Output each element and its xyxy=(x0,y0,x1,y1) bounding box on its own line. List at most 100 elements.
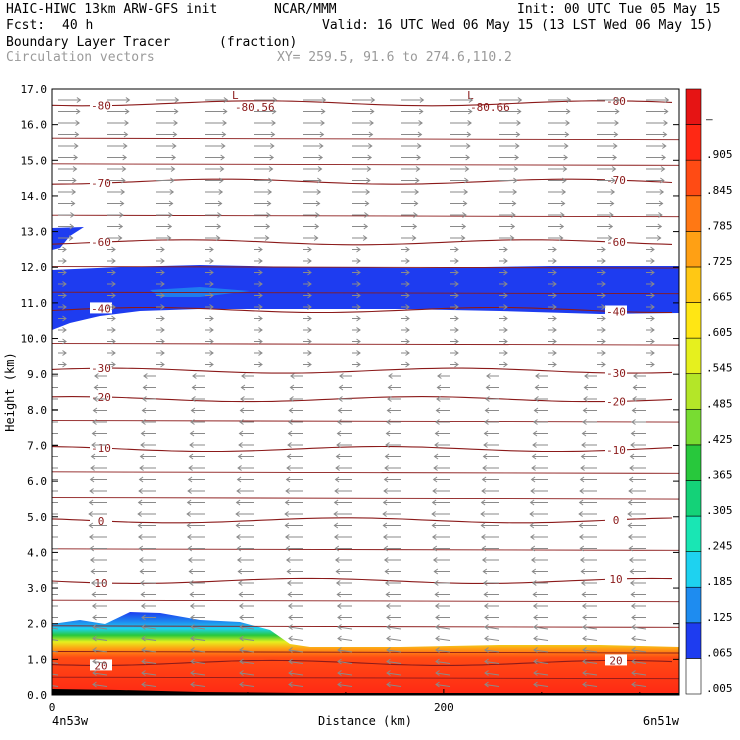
circulation-vector-head xyxy=(405,327,410,333)
circulation-vector-head xyxy=(258,315,263,322)
x-tick-label: 0 xyxy=(49,701,56,714)
circulation-vector xyxy=(52,639,59,641)
y-tick-label: 2.0 xyxy=(27,618,47,631)
circulation-vector xyxy=(582,638,598,641)
circulation-vector-head xyxy=(111,258,116,264)
circulation-vector-head xyxy=(286,465,291,471)
circulation-vector-head xyxy=(217,212,222,218)
colorbar-label: .905 xyxy=(706,148,733,161)
circulation-vector-head xyxy=(239,419,244,425)
circulation-vector-head xyxy=(658,212,663,218)
circulation-vector-head xyxy=(384,568,390,575)
circulation-vector-head xyxy=(138,476,144,483)
circulation-vector-head xyxy=(320,108,326,115)
circulation-vector xyxy=(52,627,59,630)
circulation-vector-head xyxy=(601,269,606,276)
circulation-vector-head xyxy=(484,658,489,665)
circulation-vector xyxy=(141,626,157,630)
circulation-vector xyxy=(337,661,353,664)
circulation-vector-head xyxy=(337,407,343,414)
circulation-vector-head xyxy=(307,281,312,287)
circulation-vector-head xyxy=(558,235,564,241)
circulation-vector-head xyxy=(119,200,125,207)
circulation-vector-head xyxy=(239,681,244,688)
temperature-contour xyxy=(52,239,673,246)
circulation-vector-head xyxy=(268,166,274,172)
circulation-vector-head xyxy=(417,143,422,149)
circulation-vector-head xyxy=(334,545,340,552)
circulation-vector-head xyxy=(433,580,439,586)
circulation-vector-head xyxy=(650,292,655,299)
circulation-vector-head xyxy=(209,246,214,253)
circulation-vector-head xyxy=(512,189,518,195)
circulation-vector-head xyxy=(45,385,49,390)
circulation-vector-head xyxy=(464,177,469,184)
contour-label-bg xyxy=(90,441,112,453)
circulation-vector xyxy=(52,685,59,687)
circulation-vector-head xyxy=(137,499,143,506)
circulation-vector-head xyxy=(433,465,438,471)
circulation-vector-head xyxy=(74,131,80,138)
org-label: NCAR/MMM xyxy=(274,2,337,17)
circulation-vector-head xyxy=(531,580,537,586)
circulation-vector-head xyxy=(41,489,45,494)
circulation-vector xyxy=(386,626,402,630)
circulation-vector xyxy=(631,626,647,630)
circulation-vector-head xyxy=(432,488,437,494)
circulation-vector-head xyxy=(88,511,93,517)
circulation-vector-head xyxy=(368,143,373,149)
contour-label-bg xyxy=(605,305,627,317)
circulation-vector-head xyxy=(288,670,293,676)
colorbar-swatch xyxy=(685,159,702,197)
circulation-vector-head xyxy=(321,97,327,103)
circulation-vector-head xyxy=(62,315,67,322)
temperature-contour xyxy=(52,137,679,141)
circulation-vector-head xyxy=(141,614,146,621)
circulation-vector-head xyxy=(615,97,621,103)
circulation-vector-head xyxy=(92,681,97,688)
contour-label: 20 xyxy=(609,654,622,667)
temperature-contour xyxy=(52,517,673,524)
low-symbol: L xyxy=(467,89,474,102)
circulation-vector-head xyxy=(337,614,342,621)
circulation-vector-head xyxy=(630,591,636,598)
circulation-vector-head xyxy=(462,212,467,218)
circulation-vector-head xyxy=(92,624,97,630)
circulation-vector-head xyxy=(418,120,423,126)
circulation-vector-head xyxy=(483,430,489,437)
circulation-vector-head xyxy=(650,327,655,333)
cross-section-endpoints: XY= 259.5, 91.6 to 274.6,110.2 xyxy=(277,50,512,65)
circulation-vector-head xyxy=(307,246,312,253)
contour-label: -80 xyxy=(91,100,111,113)
circulation-vector-head xyxy=(515,131,521,138)
circulation-vector-head xyxy=(186,522,192,529)
circulation-vector-head xyxy=(333,511,338,517)
circulation-vector-head xyxy=(433,568,439,575)
contour-label-bg xyxy=(605,513,627,525)
circulation-vector-head xyxy=(386,614,391,621)
circulation-vector-head xyxy=(44,648,48,653)
colorbar-swatch xyxy=(685,515,702,552)
circulation-vector-head xyxy=(405,258,410,264)
circulation-vector xyxy=(435,672,451,676)
circulation-vector-head xyxy=(315,200,321,207)
circulation-vector-head xyxy=(190,670,195,676)
contour-label-bg xyxy=(605,395,627,407)
circulation-vector-head xyxy=(387,396,392,402)
circulation-vector-head xyxy=(383,488,388,494)
circulation-vector xyxy=(533,661,549,664)
circulation-vector-head xyxy=(601,281,606,287)
circulation-vector-head xyxy=(529,511,534,517)
circulation-vector-head xyxy=(503,281,508,287)
circulation-vector xyxy=(190,649,206,653)
circulation-vector-head xyxy=(413,212,418,218)
circulation-vector-head xyxy=(336,603,342,609)
circulation-vector-head xyxy=(386,635,391,642)
circulation-vector xyxy=(92,672,108,676)
circulation-vector xyxy=(435,661,451,664)
circulation-vector-head xyxy=(237,568,243,575)
y-tick-label: 11.0 xyxy=(21,297,48,310)
circulation-vector-head xyxy=(581,430,587,437)
circulation-vector-head xyxy=(484,624,489,630)
circulation-vector-head xyxy=(189,442,194,448)
